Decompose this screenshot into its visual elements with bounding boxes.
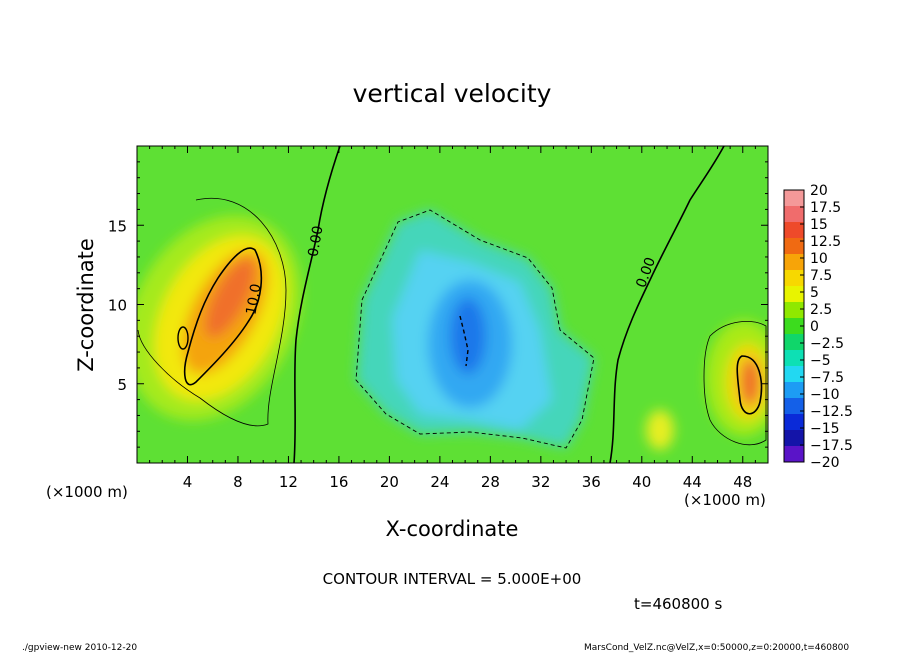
- colorbar-segment: [784, 446, 804, 463]
- colorbar-segment: [784, 334, 804, 351]
- colorbar-label: 7.5: [810, 268, 832, 284]
- x-tick-label: 44: [683, 473, 702, 491]
- x-unit-left: (×1000 m): [46, 483, 128, 501]
- contour-dashed-downdraft: [355, 209, 595, 449]
- colorbar-segment: [784, 190, 804, 207]
- colorbar-label: −15: [810, 421, 840, 437]
- colorbar-label: 20: [810, 183, 828, 199]
- contour-ten-right: [736, 355, 763, 415]
- chart-title: vertical velocity: [353, 79, 552, 108]
- colorbar-segment: [784, 286, 804, 303]
- colorbar-label: −12.5: [810, 404, 853, 420]
- y-axis: 5 10 15: [108, 145, 768, 464]
- colorbar-label: −2.5: [810, 336, 844, 352]
- colorbar-segment: [784, 206, 804, 223]
- colorbar-label: 17.5: [810, 200, 841, 216]
- x-tick-label: 36: [582, 473, 601, 491]
- colorbar-segment: [784, 350, 804, 367]
- colorbar-label: 0: [810, 319, 819, 335]
- right-updraft-core: [740, 358, 760, 406]
- contour-label-ten: 10.0: [243, 283, 264, 316]
- colorbar: 2017.51512.5107.552.50−2.5−5−7.5−10−12.5…: [783, 183, 853, 471]
- colorbar-segment: [784, 398, 804, 415]
- downdraft-core: [450, 298, 486, 374]
- heatmap-field: [137, 146, 768, 463]
- colorbar-label: 10: [810, 251, 828, 267]
- colorbar-segment: [784, 270, 804, 287]
- colorbar-label: −17.5: [810, 438, 853, 454]
- x-tick-label: 48: [733, 473, 752, 491]
- y-tick-label: 5: [117, 376, 127, 394]
- colorbar-segment: [784, 318, 804, 335]
- colorbar-segment: [784, 222, 804, 239]
- contour-small-loop: [177, 326, 189, 350]
- contour-zero-left: [293, 146, 341, 463]
- x-tick-label: 4: [183, 473, 193, 491]
- x-tick-label: 24: [430, 473, 449, 491]
- y-axis-label: Z-coordinate: [74, 238, 98, 372]
- contour-interval: CONTOUR INTERVAL = 5.000E+00: [323, 570, 582, 588]
- x-axis-label: X-coordinate: [386, 517, 519, 541]
- colorbar-label: 5: [810, 285, 819, 301]
- time-stamp: t=460800 s: [634, 595, 722, 613]
- colorbar-label: −20: [810, 455, 840, 471]
- x-tick-label: 16: [329, 473, 348, 491]
- contour-label-zero-left: 0.00: [305, 225, 326, 258]
- x-unit-right: (×1000 m): [684, 491, 766, 509]
- colorbar-segment: [784, 302, 804, 319]
- y-tick-label: 15: [108, 217, 127, 235]
- footer-left: ./gpview-new 2010-12-20: [22, 643, 137, 653]
- x-tick-label: 32: [531, 473, 550, 491]
- colorbar-segment: [784, 414, 804, 431]
- colorbar-label: −5: [810, 353, 831, 369]
- colorbar-segment: [784, 366, 804, 383]
- x-tick-label: 40: [632, 473, 651, 491]
- x-tick-label: 8: [233, 473, 243, 491]
- footer-right: MarsCond_VelZ.nc@VelZ,x=0:50000,z=0:2000…: [584, 643, 849, 653]
- x-tick-label: 20: [380, 473, 399, 491]
- colorbar-segment: [784, 254, 804, 271]
- contour-five-right: [703, 321, 767, 446]
- x-tick-label: 12: [279, 473, 298, 491]
- y-tick-label: 10: [108, 297, 127, 315]
- contour-zero-right: [609, 146, 725, 463]
- small-updraft: [646, 410, 674, 450]
- x-tick-label: 28: [481, 473, 500, 491]
- colorbar-segment: [784, 430, 804, 447]
- contour-five-left: [137, 197, 287, 427]
- colorbar-segment: [784, 238, 804, 255]
- x-axis: 4 8 12 16 20 24 28 32 36 40 44 48: [136, 146, 769, 491]
- left-updraft-core: [204, 258, 256, 338]
- contour-dashed-core: [459, 315, 469, 367]
- colorbar-label: 15: [810, 217, 828, 233]
- colorbar-label: 12.5: [810, 234, 841, 250]
- colorbar-label: −7.5: [810, 370, 844, 386]
- colorbar-label: −10: [810, 387, 840, 403]
- colorbar-label: 2.5: [810, 302, 832, 318]
- colorbar-segment: [784, 382, 804, 399]
- contour-ten-left: [183, 247, 263, 386]
